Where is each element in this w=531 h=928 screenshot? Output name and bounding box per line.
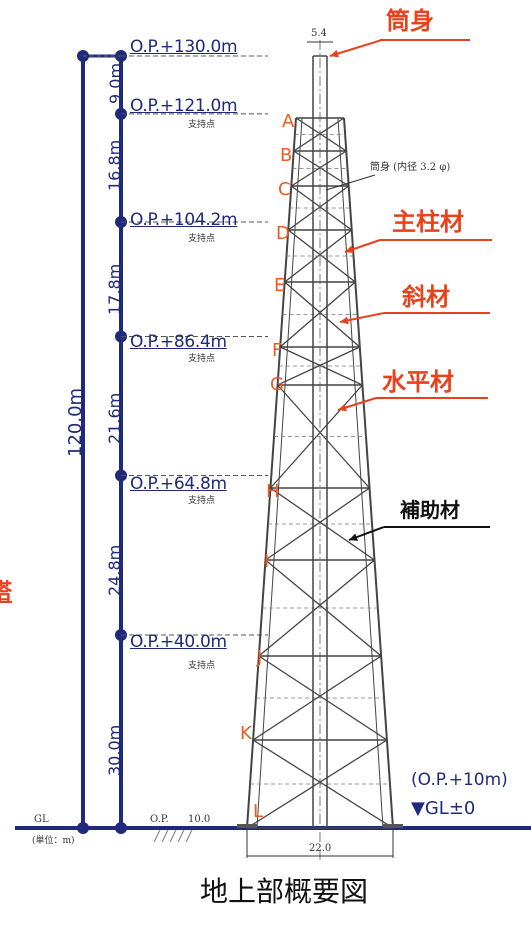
segment-length-6: 30.0m — [105, 724, 124, 776]
callout-auxiliary: 補助材 — [400, 498, 460, 522]
main-leg-right — [343, 117, 394, 829]
level-letter-a: A — [282, 111, 295, 132]
elevation-label-130: O.P.+130.0m — [130, 37, 238, 57]
foot-left — [237, 824, 257, 828]
diagonal-b-5 — [277, 346, 361, 386]
elevation-label-86: O.P.+86.4m — [130, 332, 227, 352]
segment-length-2: 16.8m — [105, 139, 124, 191]
segment-length-1: 9.0m — [106, 62, 125, 104]
horizontal-arrow-head — [338, 403, 347, 412]
callout-diagonal: 斜材 — [402, 283, 450, 311]
total-bottom-dot — [77, 822, 89, 834]
support-point-64: 支持点 — [188, 496, 216, 506]
top-width: 5.4 — [311, 28, 327, 39]
inner-leg-right — [337, 117, 384, 829]
foot-right — [383, 824, 403, 828]
segment-length-4: 21.6m — [105, 392, 124, 444]
elevation-label-40: O.P.+40.0m — [130, 632, 227, 652]
diagonal-b-9 — [252, 655, 382, 741]
support-point-121: 支持点 — [188, 120, 216, 130]
ground-hatch-0 — [153, 829, 161, 843]
elevation-label-64: O.P.+64.8m — [130, 474, 227, 494]
diagonal-a-4 — [284, 281, 361, 348]
op-ground-label: O.P. — [150, 814, 169, 825]
op-ground-value: 10.0 — [188, 814, 211, 825]
support-point-104: 支持点 — [188, 234, 216, 244]
level-letter-g: G — [270, 374, 284, 395]
diagonal-a-0 — [295, 117, 347, 152]
tube-arrow-shaft — [329, 39, 383, 57]
diagonal-arrow-head — [340, 316, 349, 325]
level-letter-j: J — [257, 647, 263, 668]
ground-hatch-2 — [169, 829, 177, 843]
ground-hatch-4 — [185, 829, 193, 843]
op-note: (O.P.+10m) — [411, 770, 508, 790]
support-point-40: 支持点 — [188, 661, 216, 671]
diagonal-b-1 — [290, 150, 347, 187]
support-point-86: 支持点 — [188, 354, 216, 364]
tube-arrow-head — [330, 49, 339, 58]
level-letter-i: I — [264, 551, 270, 572]
main-column-arrow-head — [345, 245, 354, 254]
ground-hatch-1 — [161, 829, 169, 843]
callout-horizontal: 水平材 — [382, 368, 454, 396]
level-letter-k: K — [240, 723, 252, 744]
total-height: 120.0m — [65, 387, 86, 457]
diagonal-b-8 — [258, 559, 375, 657]
auxiliary-arrow-head — [349, 533, 358, 541]
inner-leg-left — [256, 117, 303, 829]
tube-note-leader — [325, 174, 376, 191]
elevation-label-121: O.P.+121.0m — [130, 96, 238, 116]
level-letter-d: D — [276, 223, 290, 244]
level-letter-e: E — [274, 275, 286, 296]
tube-note: 筒身 (内径 3.2 φ) — [370, 162, 451, 173]
level-letter-l: L — [253, 801, 264, 822]
left-edge-fragment: 塔 — [0, 580, 13, 605]
gl-label: GL — [34, 814, 49, 825]
level-letter-h: H — [266, 481, 280, 502]
unit-label: (単位：m) — [32, 836, 75, 846]
ground-hatch-3 — [177, 829, 185, 843]
main-leg-left — [246, 117, 297, 829]
level-letter-c: C — [278, 179, 291, 200]
gl-note: ▼GL±0 — [411, 798, 476, 819]
callout-main-column: 主柱材 — [392, 208, 464, 236]
segment-length-3: 17.8m — [105, 263, 124, 315]
diagonal-a-8 — [265, 559, 382, 657]
segment-length-5: 24.8m — [105, 544, 124, 596]
segment-ground-dot — [115, 822, 127, 834]
base-width: 22.0 — [309, 843, 332, 854]
elevation-label-104: O.P.+104.2m — [130, 210, 238, 230]
callout-tube: 筒身 — [386, 7, 434, 35]
level-letter-f: F — [272, 340, 283, 361]
diagonal-a-7 — [270, 487, 375, 561]
level-letter-b: B — [280, 145, 293, 166]
diagram-caption: 地上部概要図 — [200, 875, 369, 908]
